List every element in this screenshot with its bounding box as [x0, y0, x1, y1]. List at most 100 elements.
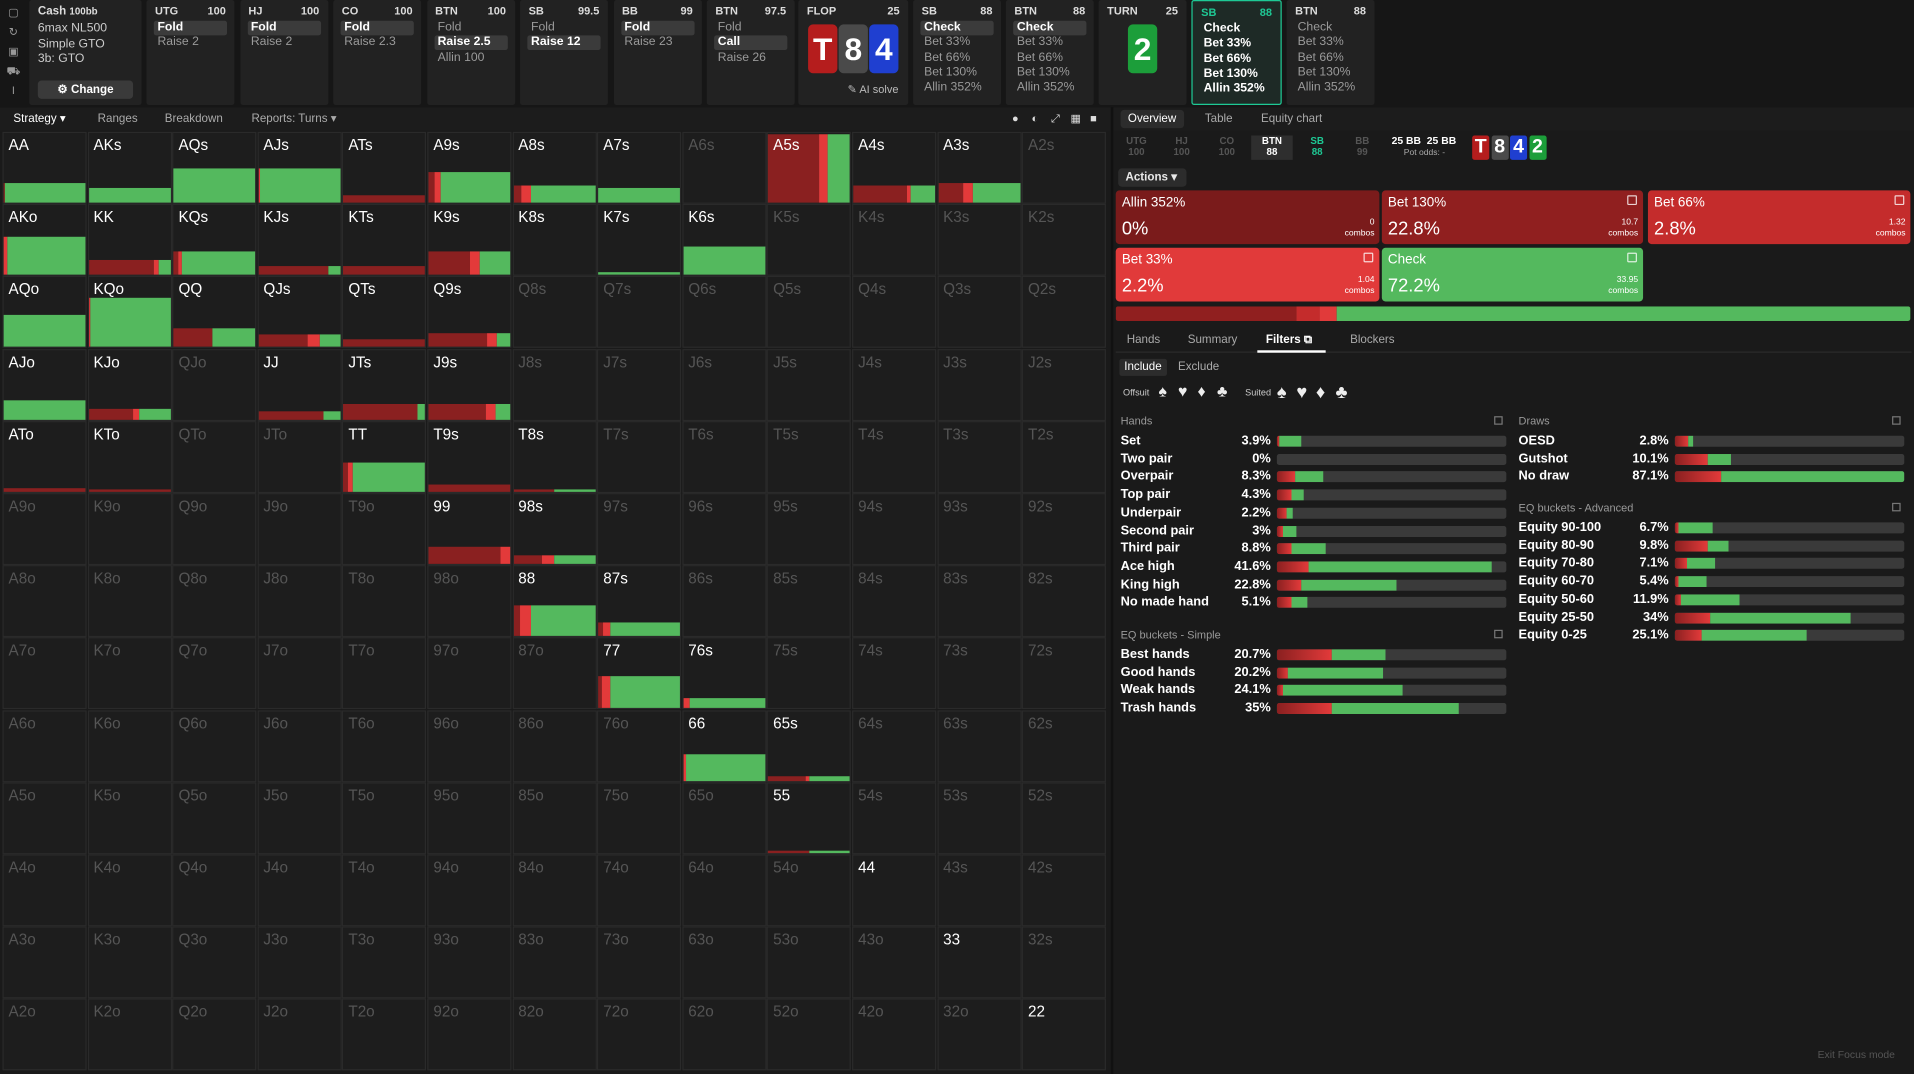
hand-cell[interactable]: 94o	[427, 854, 512, 927]
hand-cell[interactable]: J5s	[767, 348, 852, 421]
hand-cell[interactable]: T3s	[937, 420, 1022, 493]
action-option[interactable]: Allin 352%	[1016, 80, 1075, 95]
collapse-icon[interactable]	[1494, 629, 1503, 639]
hand-cell[interactable]: 54o	[767, 854, 852, 927]
action-option[interactable]: Allin 352%	[924, 80, 982, 95]
action-box[interactable]: Bet 33% 2.2% 1.04 combos	[1115, 247, 1380, 302]
subtab-summary[interactable]: Summary	[1188, 333, 1238, 346]
suit-filter-icon[interactable]: ♥	[1296, 382, 1308, 403]
hand-cell[interactable]: J3s	[937, 348, 1022, 421]
suit-filter-icon[interactable]: ♦	[1197, 382, 1206, 401]
suit-filter-icon[interactable]: ♦	[1315, 382, 1326, 403]
action-option[interactable]: Allin 100	[437, 50, 485, 65]
preflop-panel[interactable]: CO 100 Fold Raise 2.3	[333, 0, 422, 105]
action-box[interactable]: Bet 130% 22.8% 10.7 combos	[1381, 190, 1644, 245]
hand-cell[interactable]: 77	[597, 637, 682, 710]
turn-panel[interactable]: TURN 25 2	[1098, 0, 1187, 105]
hand-cell[interactable]: A8s	[512, 131, 597, 204]
tab-ranges[interactable]: Ranges	[97, 112, 138, 126]
hand-cell[interactable]: T7s	[597, 420, 682, 493]
hand-cell[interactable]: 53o	[767, 926, 852, 999]
hand-cell[interactable]: J7s	[597, 348, 682, 421]
action-option[interactable]: Fold	[620, 20, 694, 36]
refresh-icon[interactable]: ↻	[8, 25, 19, 38]
hand-cell[interactable]: 98o	[427, 565, 512, 638]
action-option[interactable]: Fold	[247, 20, 321, 36]
hand-cell[interactable]: 76o	[597, 709, 682, 782]
hand-cell[interactable]: T8o	[342, 565, 427, 638]
action-option[interactable]: Fold	[531, 20, 555, 35]
hand-cell[interactable]: 63s	[937, 709, 1022, 782]
hand-cell[interactable]: A5s	[767, 131, 852, 204]
collapse-icon[interactable]	[1892, 502, 1901, 512]
hand-cell[interactable]: T4s	[852, 420, 937, 493]
hand-cell[interactable]: T2o	[342, 998, 427, 1071]
grid-icon[interactable]: ▦	[1070, 112, 1081, 125]
subtab-blockers[interactable]: Blockers	[1350, 333, 1394, 346]
hand-cell[interactable]: J6o	[257, 709, 342, 782]
hand-cell[interactable]: Q3s	[937, 276, 1022, 349]
hand-cell[interactable]: T5s	[767, 420, 852, 493]
hand-cell[interactable]: Q4s	[852, 276, 937, 349]
hand-cell[interactable]: A5o	[2, 782, 87, 855]
hand-cell[interactable]: T9s	[427, 420, 512, 493]
next-action-panel[interactable]: BTN 88 Check Bet 33% Bet 66% Bet 130% Allin 3…	[1286, 0, 1375, 105]
square-icon[interactable]: ■	[1090, 112, 1097, 125]
details-icon[interactable]	[1363, 252, 1374, 263]
hand-cell[interactable]: 73s	[937, 637, 1022, 710]
hand-cell[interactable]: J9s	[427, 348, 512, 421]
action-option[interactable]: Check	[920, 20, 994, 36]
contrast-icon[interactable]: ◐	[1031, 112, 1039, 125]
hand-cell[interactable]: 73o	[597, 926, 682, 999]
hand-cell[interactable]: J2o	[257, 998, 342, 1071]
hand-cell[interactable]: K2s	[1021, 204, 1107, 277]
hand-cell[interactable]: K9s	[427, 204, 512, 277]
action-option[interactable]: Raise 2	[250, 35, 293, 50]
action-option[interactable]: Bet 130%	[1297, 65, 1351, 80]
collapse-icon[interactable]	[1494, 416, 1503, 425]
hand-cell[interactable]: 44	[852, 854, 937, 927]
hand-cell[interactable]: JTs	[342, 348, 427, 421]
hand-cell[interactable]: K8o	[87, 565, 172, 638]
hand-cell[interactable]: Q2o	[172, 998, 257, 1071]
hand-cell[interactable]: Q2s	[1021, 276, 1107, 349]
action-option[interactable]: Raise 12	[527, 35, 601, 51]
action-option[interactable]: Bet 33%	[1203, 36, 1252, 51]
hand-cell[interactable]: J2s	[1021, 348, 1107, 421]
hand-cell[interactable]: 95o	[427, 782, 512, 855]
hand-cell[interactable]: 52s	[1021, 782, 1107, 855]
hand-cell[interactable]: 42o	[852, 998, 937, 1071]
hand-cell[interactable]: 99	[427, 493, 512, 566]
hand-cell[interactable]: 64s	[852, 709, 937, 782]
hand-cell[interactable]: QTs	[342, 276, 427, 349]
hand-cell[interactable]: Q3o	[172, 926, 257, 999]
action-option[interactable]: Check	[1297, 20, 1333, 35]
hand-cell[interactable]: 76s	[682, 637, 767, 710]
position-chip[interactable]: UTG 100	[1116, 135, 1158, 159]
hand-cell[interactable]: A7o	[2, 637, 87, 710]
hand-cell[interactable]: AQo	[2, 276, 87, 349]
hand-cell[interactable]: Q8o	[172, 565, 257, 638]
hand-cell[interactable]: KJs	[257, 204, 342, 277]
hand-cell[interactable]: ATo	[2, 420, 87, 493]
circle-icon[interactable]: ●	[1011, 112, 1019, 125]
hand-cell[interactable]: Q6o	[172, 709, 257, 782]
hand-cell[interactable]: 54s	[852, 782, 937, 855]
exclude-button[interactable]: Exclude	[1177, 360, 1220, 374]
hand-cell[interactable]: Q5o	[172, 782, 257, 855]
hand-cell[interactable]: 72s	[1021, 637, 1107, 710]
hand-cell[interactable]: K4s	[852, 204, 937, 277]
tab-reports[interactable]: Reports: Turns ▾	[251, 112, 336, 125]
hand-cell[interactable]: AA	[2, 131, 87, 204]
action-option[interactable]: Bet 66%	[1297, 50, 1344, 65]
hand-cell[interactable]: Q6s	[682, 276, 767, 349]
hand-cell[interactable]: 53s	[937, 782, 1022, 855]
hand-cell[interactable]: J9o	[257, 493, 342, 566]
save-icon[interactable]: ▣	[8, 45, 19, 58]
hand-cell[interactable]: K3s	[937, 204, 1022, 277]
hand-cell[interactable]: JJ	[257, 348, 342, 421]
hand-cell[interactable]: TT	[342, 420, 427, 493]
hand-cell[interactable]: 66	[682, 709, 767, 782]
hand-cell[interactable]: T6o	[342, 709, 427, 782]
